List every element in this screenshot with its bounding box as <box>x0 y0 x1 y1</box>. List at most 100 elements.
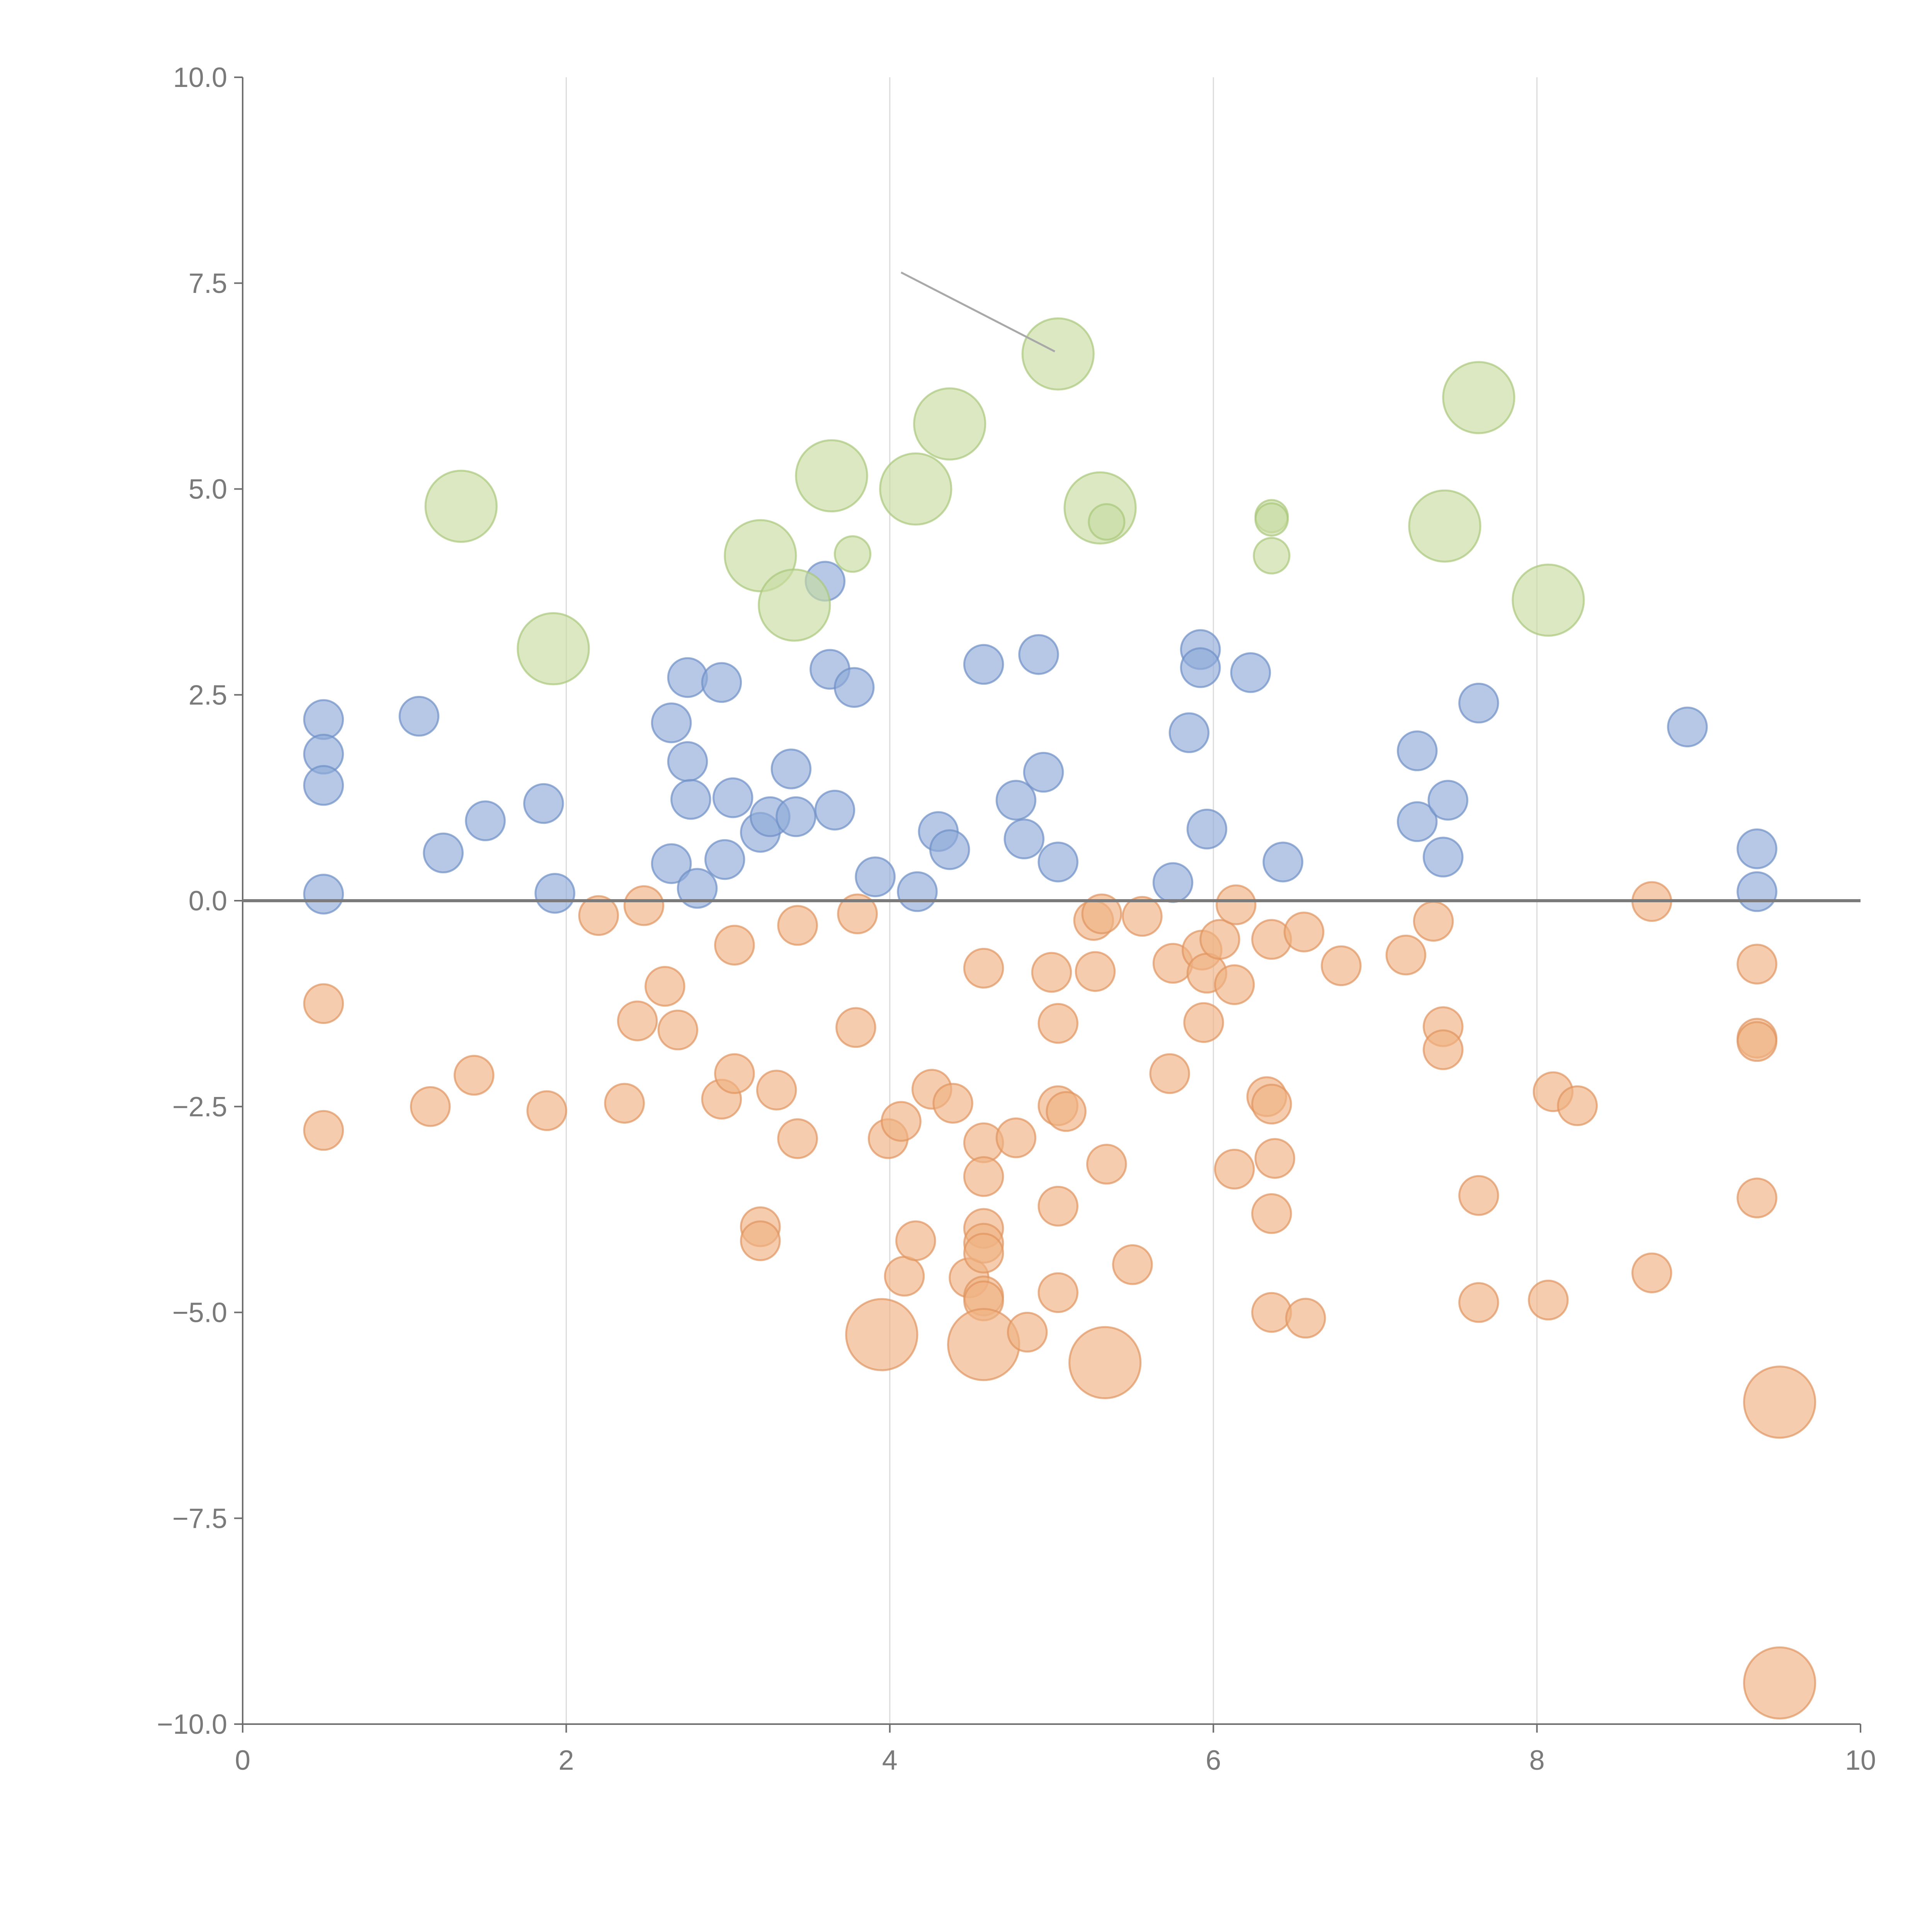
orange-point-34 <box>963 1233 1004 1274</box>
orange-point-60 <box>1214 964 1255 1005</box>
orange-point-14 <box>756 1070 797 1111</box>
blue-point-25 <box>814 789 855 831</box>
blue-point-21 <box>776 796 816 837</box>
orange-point-67 <box>1251 1292 1292 1333</box>
green-point-5 <box>833 535 872 573</box>
blue-point-47 <box>1458 682 1499 724</box>
x-tick-label: 10 <box>1845 1745 1876 1776</box>
blue-point-29 <box>929 829 970 870</box>
orange-point-20 <box>835 1007 876 1048</box>
orange-point-10 <box>657 1009 699 1051</box>
blue-point-37 <box>1168 712 1210 753</box>
blue-point-31 <box>995 780 1037 821</box>
orange-point-77 <box>1528 1279 1569 1321</box>
orange-point-18 <box>740 1220 781 1261</box>
orange-point-53 <box>1149 1053 1190 1094</box>
blue-point-7 <box>523 783 564 824</box>
orange-point-66 <box>1251 1193 1292 1234</box>
orange-point-16 <box>777 1118 818 1159</box>
blue-point-2 <box>303 765 344 806</box>
orange-point-22 <box>881 1101 922 1142</box>
orange-point-0 <box>303 983 344 1024</box>
blue-point-12 <box>670 779 711 820</box>
x-tick-label: 0 <box>235 1745 250 1776</box>
orange-point-49 <box>1086 1144 1127 1185</box>
orange-point-5 <box>578 895 619 936</box>
x-tick-label: 4 <box>882 1745 898 1776</box>
orange-point-74 <box>1423 1029 1464 1070</box>
blue-point-0 <box>303 699 344 740</box>
blue-point-6 <box>465 800 506 842</box>
blue-point-34 <box>1023 752 1064 793</box>
blue-point-39 <box>1180 647 1221 688</box>
green-point-0 <box>424 469 498 543</box>
y-tick-label: 7.5 <box>189 268 227 299</box>
blue-point-17 <box>704 839 745 880</box>
orange-point-69 <box>1285 1298 1326 1339</box>
orange-point-61 <box>1214 1148 1255 1190</box>
orange-point-47 <box>1081 893 1122 934</box>
orange-point-58 <box>1199 919 1240 960</box>
orange-point-7 <box>604 1083 645 1124</box>
orange-point-1 <box>303 1110 344 1151</box>
orange-point-31 <box>963 1156 1004 1197</box>
orange-point-43 <box>1046 1091 1087 1132</box>
orange-point-15 <box>777 905 818 946</box>
blue-point-8 <box>534 873 575 914</box>
data-points <box>243 271 1861 1720</box>
orange-point-70 <box>1321 945 1362 986</box>
green-point-6 <box>879 452 952 526</box>
orange-point-41 <box>1037 1003 1078 1044</box>
orange-point-19 <box>837 893 878 934</box>
blue-point-50 <box>1736 871 1777 912</box>
orange-point-8 <box>617 1000 658 1041</box>
orange-point-50 <box>1068 1326 1142 1400</box>
orange-point-45 <box>1037 1272 1078 1313</box>
orange-point-76 <box>1458 1282 1499 1323</box>
orange-point-2 <box>410 1086 451 1127</box>
blue-point-26 <box>855 856 896 897</box>
orange-point-13 <box>714 1053 755 1094</box>
blue-point-46 <box>1423 837 1464 878</box>
blue-point-5 <box>423 832 464 874</box>
blue-point-43 <box>1397 730 1438 771</box>
orange-point-52 <box>1122 896 1163 937</box>
green-point-16 <box>1512 563 1585 637</box>
orange-point-72 <box>1413 901 1454 942</box>
orange-point-59 <box>1216 884 1257 925</box>
orange-point-37 <box>947 1308 1020 1381</box>
x-tick-label: 2 <box>558 1745 574 1776</box>
blue-point-32 <box>1003 818 1045 859</box>
blue-point-35 <box>1037 842 1078 883</box>
blue-point-36 <box>1152 862 1194 903</box>
y-tick-label: 10.0 <box>173 62 227 93</box>
green-point-13 <box>1253 537 1291 575</box>
blue-point-14 <box>677 868 718 909</box>
orange-point-79 <box>1557 1085 1598 1126</box>
blue-point-48 <box>1667 706 1708 748</box>
green-point-4 <box>795 439 868 513</box>
orange-point-9 <box>645 966 685 1007</box>
blue-point-24 <box>833 667 875 708</box>
y-tick-label: −7.5 <box>172 1503 227 1534</box>
green-point-1 <box>517 612 590 685</box>
y-tick-label: 2.5 <box>189 680 227 711</box>
blue-point-16 <box>712 777 753 818</box>
green-point-12 <box>1254 502 1289 537</box>
blue-point-11 <box>667 741 708 782</box>
x-tick-label: 8 <box>1529 1745 1545 1776</box>
y-tick-label: −5.0 <box>172 1298 227 1328</box>
orange-point-25 <box>845 1298 918 1371</box>
orange-point-85 <box>1736 1177 1777 1219</box>
orange-point-86 <box>1743 1366 1816 1439</box>
orange-point-29 <box>963 947 1004 989</box>
annotation-leader-line <box>900 271 1056 352</box>
orange-point-24 <box>895 1220 936 1261</box>
green-point-14 <box>1408 489 1481 563</box>
orange-point-68 <box>1283 912 1325 952</box>
orange-point-23 <box>884 1255 925 1297</box>
blue-point-49 <box>1736 828 1777 869</box>
blue-point-33 <box>1018 634 1059 675</box>
orange-point-65 <box>1254 1138 1296 1179</box>
